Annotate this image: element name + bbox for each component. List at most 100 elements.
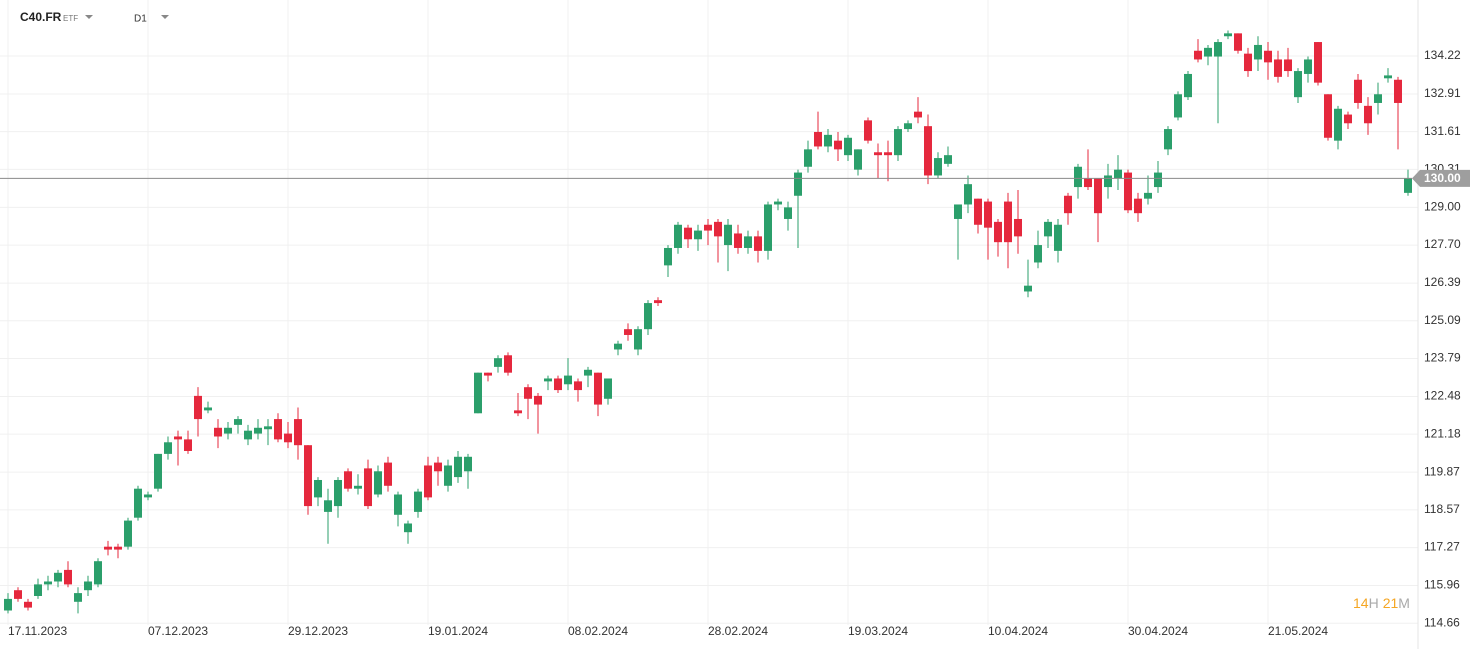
x-tick-label: 19.01.2024 bbox=[428, 624, 488, 638]
candle-body bbox=[1114, 169, 1122, 179]
candle-body bbox=[74, 593, 82, 602]
candle-body bbox=[14, 590, 22, 599]
candle-body bbox=[1124, 172, 1132, 211]
candle-body bbox=[1054, 224, 1062, 251]
candle-body bbox=[244, 430, 252, 440]
x-tick-label: 30.04.2024 bbox=[1128, 624, 1188, 638]
candle-body bbox=[1324, 94, 1332, 138]
candle-body bbox=[784, 207, 792, 219]
candle-body bbox=[1044, 221, 1052, 237]
y-tick-label: 125.09 bbox=[1424, 313, 1461, 327]
candle-body bbox=[84, 581, 92, 591]
candle-body bbox=[1064, 195, 1072, 214]
candle-body bbox=[804, 149, 812, 167]
symbol-dropdown[interactable] bbox=[85, 15, 93, 19]
candle-body bbox=[104, 546, 112, 550]
candle-body bbox=[184, 439, 192, 451]
candle-body bbox=[1244, 53, 1252, 72]
candle-body bbox=[224, 427, 232, 434]
countdown-hours: 14 bbox=[1353, 595, 1369, 611]
y-tick-label: 126.39 bbox=[1424, 275, 1461, 289]
candle-body bbox=[1184, 73, 1192, 98]
candle-body bbox=[1274, 59, 1282, 77]
candle-body bbox=[1254, 44, 1262, 60]
candle-body bbox=[494, 358, 502, 367]
candle-body bbox=[944, 155, 952, 164]
candle-body bbox=[44, 581, 52, 585]
y-tick-label: 121.18 bbox=[1424, 426, 1461, 440]
candle-body bbox=[484, 372, 492, 376]
candle-body bbox=[864, 120, 872, 141]
candle-body bbox=[694, 230, 702, 240]
candle-body bbox=[914, 111, 922, 118]
candle-body bbox=[164, 442, 172, 454]
candle-body bbox=[1364, 105, 1372, 124]
candle-body bbox=[1024, 285, 1032, 292]
symbol[interactable]: C40.FR bbox=[20, 10, 62, 24]
candle-body bbox=[264, 426, 272, 430]
candle-body bbox=[254, 427, 262, 434]
timeframe-dropdown[interactable] bbox=[161, 15, 169, 19]
current-price-badge bbox=[1412, 169, 1470, 187]
candle-body bbox=[1164, 129, 1172, 150]
candle-body bbox=[744, 236, 752, 248]
candle-body bbox=[204, 407, 212, 411]
candle-body bbox=[534, 395, 542, 405]
candle-body bbox=[584, 369, 592, 376]
layer: 114.66 115.96 117.27 118.57 119.87 121.18 122.… bbox=[4, 30, 1461, 638]
layer bbox=[0, 0, 1419, 649]
candle-body bbox=[394, 494, 402, 515]
candle-body bbox=[234, 419, 242, 425]
candle-body bbox=[854, 149, 862, 170]
candle-body bbox=[974, 198, 982, 225]
candle-body bbox=[954, 204, 962, 219]
current-price-label: 130.00 bbox=[1424, 171, 1461, 185]
candle-body bbox=[414, 491, 422, 512]
candle-body bbox=[674, 224, 682, 248]
candle-body bbox=[354, 485, 362, 489]
candle-body bbox=[24, 601, 32, 608]
candle-body bbox=[1294, 71, 1302, 98]
candle-body bbox=[764, 204, 772, 251]
candle-body bbox=[1034, 245, 1042, 263]
x-tick-label: 28.02.2024 bbox=[708, 624, 768, 638]
candle-body bbox=[994, 221, 1002, 243]
candle-body bbox=[64, 569, 72, 585]
candle-body bbox=[614, 343, 622, 350]
candle-body bbox=[384, 462, 392, 486]
candle-body bbox=[1084, 178, 1092, 188]
candle-body bbox=[1404, 178, 1412, 193]
candle-body bbox=[324, 500, 332, 512]
y-tick-label: 131.61 bbox=[1424, 124, 1461, 138]
candle-body bbox=[1354, 79, 1362, 103]
candle-body bbox=[1074, 166, 1082, 188]
candle-body bbox=[304, 445, 312, 507]
candle-body bbox=[364, 468, 372, 507]
candle-body bbox=[1334, 108, 1342, 141]
candle-body bbox=[644, 303, 652, 330]
candle-body bbox=[554, 378, 562, 391]
timeframe[interactable]: D1 bbox=[134, 14, 147, 25]
y-tick-label: 123.79 bbox=[1424, 351, 1461, 365]
candle-body bbox=[1194, 50, 1202, 60]
candle-body bbox=[594, 372, 602, 405]
candle-body bbox=[924, 126, 932, 176]
candle-body bbox=[664, 247, 672, 266]
candle-body bbox=[574, 381, 582, 391]
candle-body bbox=[814, 131, 822, 147]
candle-body bbox=[154, 453, 162, 489]
y-tick-label: 122.48 bbox=[1424, 389, 1461, 403]
candle-body bbox=[1374, 94, 1382, 103]
candle-body bbox=[544, 378, 552, 382]
candle-body bbox=[124, 520, 132, 547]
candle-body bbox=[1234, 33, 1242, 51]
candle-body bbox=[284, 433, 292, 443]
candle-body bbox=[754, 236, 762, 251]
candle-body bbox=[1384, 75, 1392, 79]
countdown: 14H 21M bbox=[1353, 595, 1410, 611]
candle-body bbox=[1394, 79, 1402, 103]
candle-body bbox=[504, 355, 512, 373]
x-tick-label: 17.11.2023 bbox=[8, 624, 67, 638]
